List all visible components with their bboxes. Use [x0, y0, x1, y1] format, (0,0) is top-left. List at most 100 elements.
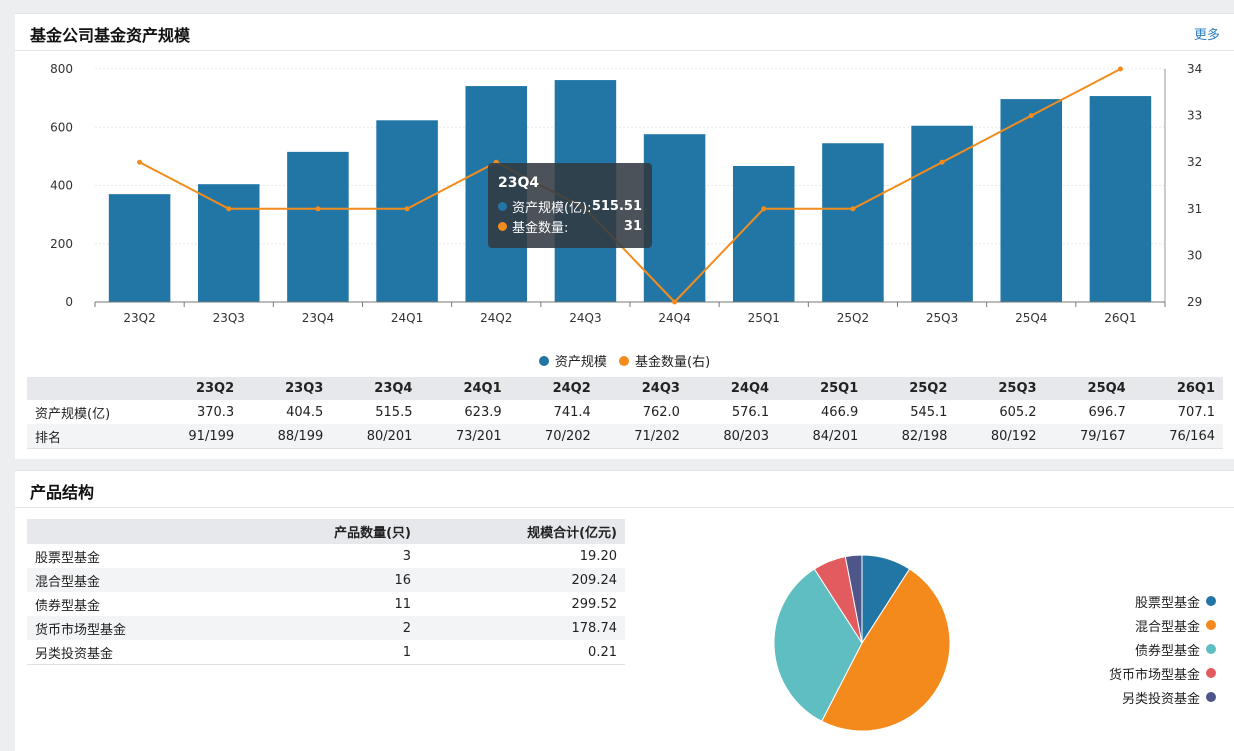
stats-cell: 466.9: [821, 404, 859, 420]
stats-cell: 370.3: [196, 404, 235, 420]
stats-cell: 71/202: [598, 424, 688, 449]
product-header-count: 产品数量(只): [233, 519, 419, 544]
tooltip-row-asset: 资产规模(亿): 515.51: [498, 196, 642, 216]
y-tick-label: 0: [65, 295, 73, 309]
title-divider: [15, 507, 1234, 508]
line-point: [404, 206, 410, 212]
stats-cell: 545.1: [910, 404, 948, 420]
pie-slice[interactable]: [844, 554, 863, 644]
legend-asset-dot: [538, 355, 549, 366]
stats-cell: 88/199: [242, 424, 332, 449]
y-tick-label: 800: [50, 62, 73, 76]
pie-legend-item[interactable]: 另类投资基金: [1109, 685, 1216, 709]
product-scale: 0.21: [419, 640, 625, 665]
pie-legend-item[interactable]: 混合型基金: [1109, 613, 1216, 637]
tooltip-row-count: 基金数量: 31: [498, 216, 642, 236]
asset-combo-chart: 0 200 400 600 800 29 30 31 32 33 34 23Q2 23Q3 23Q4 24Q…: [50, 62, 1202, 325]
product-scale: 19.20: [579, 548, 617, 564]
tooltip-count-dot: [498, 221, 507, 231]
product-header-blank: [27, 519, 233, 544]
stats-row-label: 资产规模(亿): [35, 406, 111, 422]
y2-tick-label: 29: [1187, 295, 1202, 309]
pie-legend-label: 混合型基金: [1134, 619, 1200, 635]
pie-slice[interactable]: [773, 568, 863, 722]
x-tick-label: 24Q4: [658, 311, 690, 325]
stats-row-rank: 排名 91/199 88/199 80/201 73/201 70/202 71…: [27, 424, 1223, 449]
line-point: [761, 206, 767, 212]
product-panel-title: 产品结构: [30, 483, 95, 502]
asset-scale-panel: 基金公司基金资产规模 更多 0 200 400 600 800 29 30 31 32 33 34 2…: [15, 13, 1234, 459]
bar: [287, 151, 349, 302]
stats-cell: 79/167: [1044, 424, 1134, 449]
product-structure-panel: 产品结构 产品数量(只) 规模合计(亿元) 股票型基金 3 19.20 混合型基…: [15, 470, 1234, 751]
tooltip-asset-label: 资产规模(亿):: [512, 200, 592, 216]
legend-item-asset[interactable]: 资产规模: [538, 351, 607, 370]
bar: [643, 134, 706, 302]
stats-row-scale: 资产规模(亿) 370.3 404.5 515.5 623.9 741.4 76…: [27, 400, 1223, 424]
product-row: 股票型基金 3 19.20: [27, 544, 625, 568]
product-count: 3: [402, 548, 411, 564]
pie-slice[interactable]: [821, 568, 951, 732]
y-tick-label: 200: [50, 237, 73, 251]
stats-header: 24Q1: [420, 377, 510, 400]
stats-cell: 82/198: [866, 424, 956, 449]
x-tick-label: 25Q3: [926, 311, 958, 325]
pie-legend-item[interactable]: 债券型基金: [1109, 637, 1216, 661]
pie-legend: 股票型基金 混合型基金 债券型基金 货币市场型基金 另类投资基金: [1109, 589, 1216, 709]
line-point: [939, 159, 945, 165]
line-point: [850, 206, 856, 212]
more-link[interactable]: 更多: [1193, 28, 1220, 43]
stats-cell: 80/201: [331, 424, 421, 449]
stats-header: 26Q1: [1133, 377, 1223, 400]
pie-legend-item[interactable]: 股票型基金: [1109, 589, 1216, 613]
product-count: 16: [233, 568, 419, 592]
product-count: 2: [233, 616, 419, 640]
bar: [1000, 99, 1063, 303]
product-pie-chart: [773, 554, 951, 732]
pie-legend-label: 货币市场型基金: [1108, 667, 1200, 683]
stats-header: 23Q2: [153, 377, 243, 400]
pie-legend-dot: [1206, 644, 1216, 654]
stats-header-row: 23Q2 23Q3 23Q4 24Q1 24Q2 24Q3 24Q4 25Q1 …: [27, 377, 1223, 400]
legend-item-count[interactable]: 基金数量(右): [619, 351, 710, 370]
x-tick-label: 25Q1: [748, 311, 780, 325]
stats-header: 23Q4: [331, 377, 421, 400]
stats-header: 25Q3: [955, 377, 1045, 400]
product-row: 混合型基金 16 209.24: [27, 568, 625, 592]
stats-cell: 707.1: [1177, 404, 1215, 420]
bar: [911, 125, 973, 302]
stats-cell: 762.0: [642, 404, 680, 420]
stats-header: 25Q4: [1044, 377, 1134, 400]
pie-legend-dot: [1206, 596, 1216, 606]
pie-legend-label: 股票型基金: [1134, 595, 1200, 611]
line-point: [137, 159, 143, 165]
stats-cell: 404.5: [286, 404, 324, 420]
stats-header: 24Q3: [598, 377, 688, 400]
x-tick-label: 24Q3: [569, 311, 601, 325]
tooltip-count-value: 31: [623, 218, 642, 234]
y2-tick-label: 31: [1187, 202, 1202, 216]
pie-legend-item[interactable]: 货币市场型基金: [1109, 661, 1216, 685]
x-tick-label: 23Q3: [213, 311, 245, 325]
product-count: 11: [394, 596, 411, 612]
y2-tick-label: 34: [1187, 62, 1202, 76]
asset-stats-table: 23Q2 23Q3 23Q4 24Q1 24Q2 24Q3 24Q4 25Q1 …: [27, 377, 1223, 449]
product-row: 货币市场型基金 2 178.74: [27, 616, 625, 640]
product-table: 产品数量(只) 规模合计(亿元) 股票型基金 3 19.20 混合型基金 16 …: [27, 519, 625, 665]
product-name: 股票型基金: [35, 550, 101, 566]
stats-cell: 605.2: [999, 404, 1037, 420]
line-point: [315, 206, 321, 212]
legend-count-label: 基金数量(右): [635, 355, 711, 370]
stats-cell: 84/201: [777, 424, 867, 449]
tooltip-asset-value: 515.51: [591, 198, 642, 214]
y2-tick-label: 33: [1187, 109, 1202, 123]
product-scale: 178.74: [419, 616, 625, 640]
x-tick-label: 24Q1: [391, 311, 423, 325]
stats-header-blank: [27, 377, 153, 400]
stats-cell: 696.7: [1088, 404, 1126, 420]
x-tick-label: 25Q4: [1015, 311, 1047, 325]
bar: [822, 143, 884, 302]
product-header-scale: 规模合计(亿元): [419, 519, 625, 544]
stats-cell: 73/201: [420, 424, 510, 449]
product-row: 另类投资基金 1 0.21: [27, 640, 625, 665]
